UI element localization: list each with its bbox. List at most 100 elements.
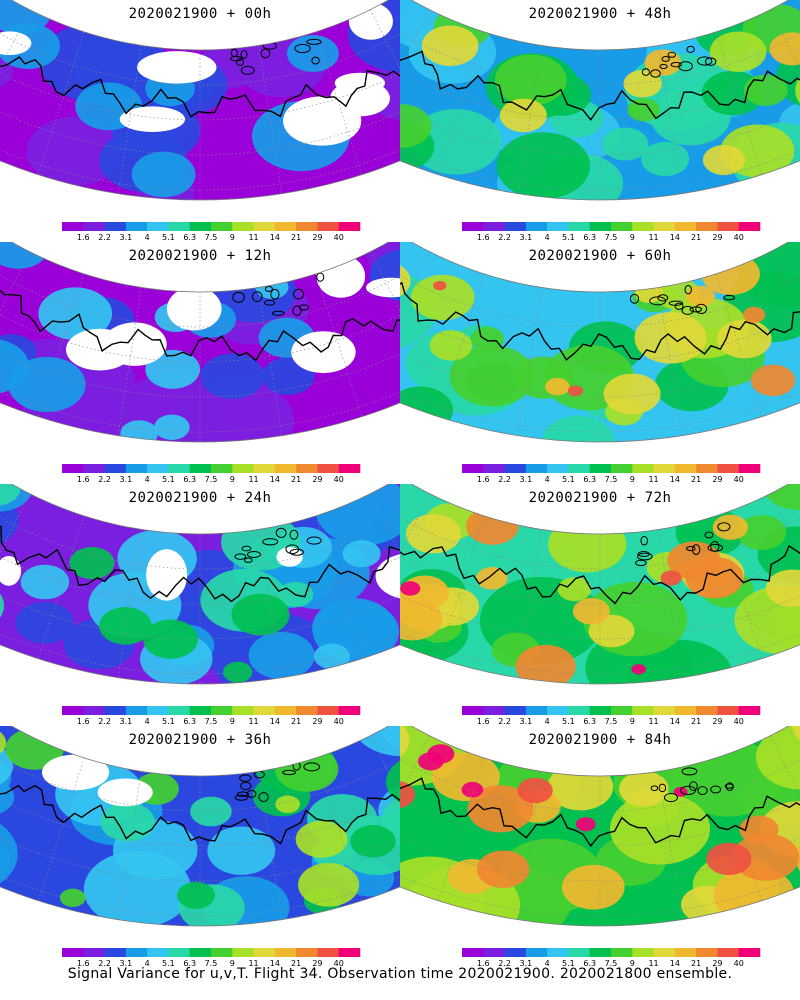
legend-swatch	[83, 222, 105, 231]
legend-swatch	[590, 464, 612, 473]
legend-swatch	[105, 948, 127, 957]
legend-swatch	[654, 222, 676, 231]
legend-swatch	[547, 706, 569, 715]
legend-swatch	[62, 948, 84, 957]
color-legend: 1.6 2.2 3.1 4 5.1 6.3 7.5 9 11 14 21 29 40	[400, 242, 800, 482]
legend-label: 29	[712, 959, 722, 966]
legend-label: 6.3	[183, 959, 196, 966]
legend-swatch	[190, 948, 212, 957]
legend-label: 40	[734, 475, 744, 482]
legend-swatch	[547, 222, 569, 231]
legend-label: 6.3	[183, 717, 196, 724]
legend-swatch	[696, 464, 718, 473]
legend-swatch	[654, 706, 676, 715]
color-legend: 1.6 2.2 3.1 4 5.1 6.3 7.5 9 11 14 21 29 40	[0, 484, 400, 724]
legend-swatch	[526, 948, 548, 957]
legend-swatch	[696, 706, 718, 715]
legend-swatch	[232, 948, 254, 957]
legend-swatch	[632, 464, 654, 473]
legend-swatch	[232, 464, 254, 473]
legend-swatch	[675, 222, 697, 231]
legend-swatch	[675, 464, 697, 473]
legend-label: 9	[230, 233, 235, 240]
legend-label: 4	[545, 475, 550, 482]
legend-label: 1.6	[77, 475, 90, 482]
forecast-panel: 2020021900 + 60h 1.6 2.2 3.1 4 5.1 6.3 7.5 9 11 14…	[400, 242, 800, 482]
legend-label: 3.1	[119, 475, 132, 482]
legend-swatch	[317, 464, 339, 473]
legend-label: 3.1	[519, 475, 532, 482]
legend-label: 4	[145, 959, 150, 966]
legend-label: 21	[691, 475, 701, 482]
forecast-panel: 2020021900 + 24h 1.6 2.2 3.1 4 5.1 6.3 7.5 9 11 14…	[0, 484, 400, 724]
legend-label: 40	[734, 959, 744, 966]
legend-label: 14	[270, 717, 280, 724]
legend-swatch	[296, 706, 318, 715]
legend-label: 3.1	[119, 233, 132, 240]
legend-label: 1.6	[77, 717, 90, 724]
legend-label: 2.2	[98, 233, 111, 240]
color-legend: 1.6 2.2 3.1 4 5.1 6.3 7.5 9 11 14 21 29 40	[0, 0, 400, 240]
legend-swatch	[126, 706, 148, 715]
legend-swatch	[211, 464, 233, 473]
legend-label: 9	[630, 233, 635, 240]
legend-swatch	[483, 464, 505, 473]
legend-swatch	[611, 222, 633, 231]
legend-label: 40	[334, 233, 344, 240]
legend-swatch	[147, 948, 169, 957]
legend-label: 14	[670, 959, 680, 966]
legend-swatch	[339, 222, 361, 231]
legend-swatch	[483, 706, 505, 715]
legend-swatch	[462, 222, 484, 231]
legend-swatch	[83, 948, 105, 957]
legend-swatch	[190, 464, 212, 473]
legend-swatch	[632, 706, 654, 715]
legend-swatch	[568, 948, 590, 957]
legend-label: 7.5	[605, 717, 618, 724]
legend-label: 5.1	[162, 233, 175, 240]
legend-label: 1.6	[477, 233, 490, 240]
legend-label: 1.6	[77, 959, 90, 966]
legend-swatch	[505, 948, 527, 957]
legend-swatch	[462, 706, 484, 715]
color-legend: 1.6 2.2 3.1 4 5.1 6.3 7.5 9 11 14 21 29 40	[0, 726, 400, 966]
legend-swatch	[739, 222, 761, 231]
legend-swatch	[611, 706, 633, 715]
legend-label: 9	[230, 475, 235, 482]
legend-swatch	[696, 222, 718, 231]
forecast-panel: 2020021900 + 84h 1.6 2.2 3.1 4 5.1 6.3 7.5 9 11 14…	[400, 726, 800, 966]
legend-label: 3.1	[119, 717, 132, 724]
legend-label: 21	[691, 959, 701, 966]
legend-label: 14	[670, 717, 680, 724]
legend-label: 40	[334, 475, 344, 482]
legend-label: 4	[545, 233, 550, 240]
forecast-panel: 2020021900 + 72h 1.6 2.2 3.1 4 5.1 6.3 7.5 9 11 14…	[400, 484, 800, 724]
figure-caption: Signal Variance for u,v,T. Flight 34. Ob…	[0, 966, 800, 982]
legend-swatch	[254, 706, 276, 715]
color-legend: 1.6 2.2 3.1 4 5.1 6.3 7.5 9 11 14 21 29 40	[0, 242, 400, 482]
legend-swatch	[547, 948, 569, 957]
legend-swatch	[83, 464, 105, 473]
legend-label: 14	[270, 233, 280, 240]
color-legend: 1.6 2.2 3.1 4 5.1 6.3 7.5 9 11 14 21 29 40	[400, 726, 800, 966]
legend-label: 2.2	[98, 475, 111, 482]
forecast-panel: 2020021900 + 36h 1.6 2.2 3.1 4 5.1 6.3 7.5 9 11 14…	[0, 726, 400, 966]
legend-swatch	[696, 948, 718, 957]
color-legend: 1.6 2.2 3.1 4 5.1 6.3 7.5 9 11 14 21 29 40	[400, 484, 800, 724]
legend-swatch	[526, 464, 548, 473]
legend-label: 21	[291, 475, 301, 482]
legend-swatch	[254, 222, 276, 231]
legend-label: 11	[248, 233, 258, 240]
legend-label: 4	[545, 717, 550, 724]
legend-swatch	[126, 948, 148, 957]
legend-label: 7.5	[605, 233, 618, 240]
legend-swatch	[232, 222, 254, 231]
legend-swatch	[62, 706, 84, 715]
legend-swatch	[296, 222, 318, 231]
legend-swatch	[168, 464, 190, 473]
legend-label: 11	[648, 233, 658, 240]
legend-label: 11	[248, 959, 258, 966]
legend-label: 9	[630, 717, 635, 724]
legend-label: 1.6	[477, 475, 490, 482]
legend-swatch	[254, 948, 276, 957]
